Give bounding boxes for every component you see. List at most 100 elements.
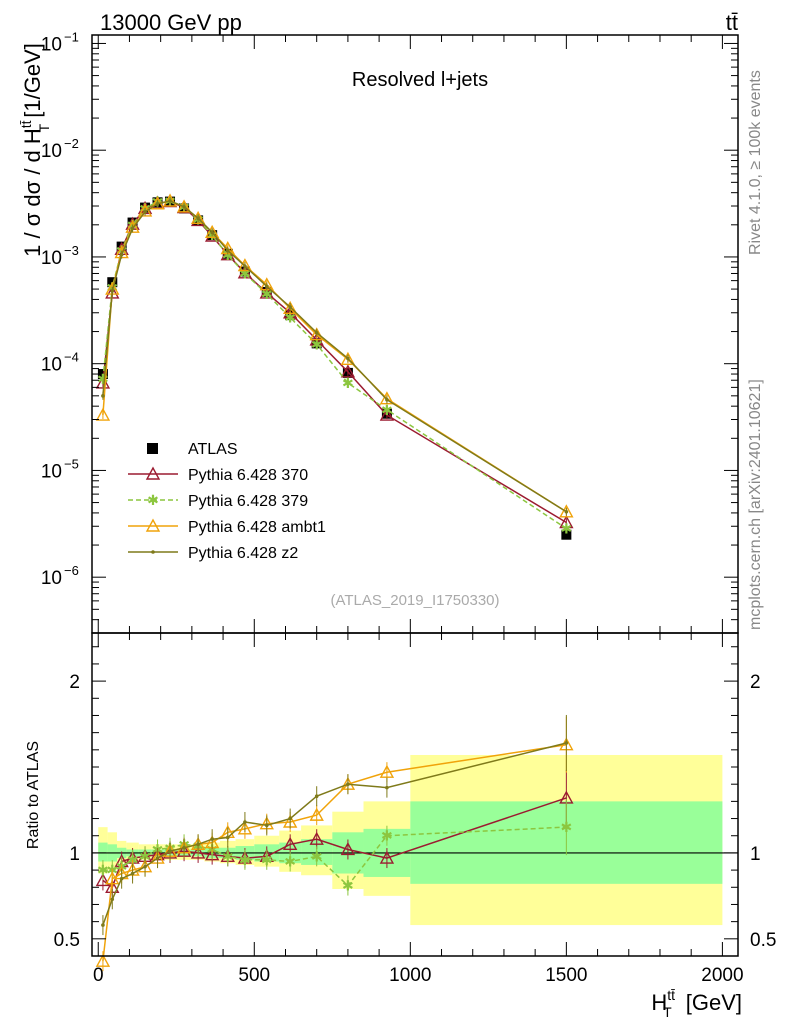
legend-label: Pythia 6.428 ambt1 [188,519,326,536]
ratio-point [155,856,160,860]
main-point [340,364,356,378]
ratio-y-tick-label-left: 1 [69,844,80,865]
main-y-tick-base: 10 [41,248,62,269]
legend-label: Pythia 6.428 370 [188,467,308,484]
ratio-y-tick-label-right: 0.5 [750,930,776,951]
ratio-series-line [102,797,567,889]
main-y-tick-label: 10 [41,141,62,162]
legend-label: Pythia 6.428 379 [188,493,308,510]
x-tick-label: 0 [93,965,104,986]
main-y-tick-exp: −5 [64,456,79,471]
ratio-point [237,821,253,835]
legend-label: ATLAS [188,441,238,458]
ratio-y-tick-label-left: 0.5 [54,930,80,951]
main-point [119,252,124,257]
main-y-tick-label: 10 [41,461,62,482]
ratio-point: ✱ [560,819,572,835]
ratio-point [182,845,186,850]
main-point [210,230,214,235]
ratio-point [204,847,220,861]
ratio-point [190,845,206,859]
ratio-point: ✱ [239,852,251,868]
ratio-point [119,876,124,881]
main-point [237,258,253,272]
main-point [143,209,147,214]
main-y-tick-base: 10 [41,568,62,589]
ratio-ylabel: Ratio to ATLAS [25,741,42,849]
ratio-series-line [102,743,567,962]
legend-marker [145,518,161,532]
x-tick-label: 1000 [389,965,431,986]
main-point [379,391,395,405]
mcplots-label: mcplots.cern.ch [arXiv:2401.10621] [747,379,764,630]
ratio-point: ✱ [342,878,354,894]
main-point: ✱ [381,402,393,418]
main-point [314,330,319,335]
main-point [130,226,135,231]
ratio-point: ✱ [222,848,234,864]
main-point [190,210,206,225]
main-y-tick-exp: −2 [64,136,79,151]
ratio-point [309,807,324,821]
main-frame [91,34,739,634]
ratio-series-group: ✱✱✱✱✱✱✱✱✱✱✱✱✱✱✱✱✱✱ [95,714,574,972]
main-point [561,529,572,540]
watermark-label: (ATLAS_2019_I1750330) [330,592,499,609]
ratio-y-tick-label-left: 2 [69,672,80,693]
main-point [182,204,186,209]
xlabel: Htt̄ T [GeV] [651,987,742,1020]
ratio-axes: 0.5 0.5 1 1 2 2 0 500 1000 1500 2000 [54,632,776,986]
main-y-tick-exp: −4 [64,350,79,365]
x-tick-label: 2000 [701,965,743,986]
main-point [309,327,324,341]
main-point: ✱ [284,310,296,326]
ratio-point [196,842,200,847]
ratio-point [282,836,298,851]
main-point [559,504,574,518]
ratio-point [346,782,350,786]
ratio-point [264,823,269,828]
ratio-point [225,835,230,840]
xlabel-sub: T [663,1004,672,1020]
ratio-series-line [102,742,567,926]
ratio-point [101,923,105,927]
main-panel: Resolved l+jets (ATLAS_2019_I1750330) ✱ ✱… [18,29,739,634]
main-y-tick-base: 10 [41,141,62,162]
main-y-tick-label: 10 [41,34,62,55]
main-title: Resolved l+jets [352,69,488,91]
main-ylabel-sub: T [36,123,52,132]
main-point [110,289,115,293]
ratio-point: ✱ [139,848,151,864]
ratio-point [309,831,324,845]
ratio-point [379,850,395,864]
ratio-point [314,794,319,799]
main-ylabel-post: [1/GeV] [20,43,45,124]
ratio-series-line [102,826,567,887]
main-point: ✱ [261,286,273,302]
ratio-point [243,820,247,824]
ratio-point [130,871,135,876]
legend-swatch [147,443,158,454]
main-ylabel-sup: tt̄ [18,120,34,128]
main-series-line [102,200,567,513]
ratio-point [564,741,569,745]
main-point: ✱ [222,247,234,263]
ratio-point: ✱ [127,852,139,868]
main-y-tick-label: 10 [41,355,62,376]
main-series-line [102,200,567,513]
ratio-y-tick-label-right: 2 [750,672,761,693]
main-point [282,300,298,315]
header-right: tt̄ [726,10,738,35]
legend-marker [151,550,155,554]
ratio-point: ✱ [311,848,323,864]
ratio-point: ✱ [97,862,109,878]
ratio-point [143,864,147,869]
legend-marker: ✱ [147,492,159,508]
xlabel-pre: H [651,990,667,1015]
main-point [346,356,350,361]
main-point [379,407,395,421]
main-y-tick-exp: −1 [64,29,79,44]
main-point [190,212,206,227]
ratio-point: ✱ [284,854,296,870]
main-y-tick-label: 10 [41,248,62,269]
